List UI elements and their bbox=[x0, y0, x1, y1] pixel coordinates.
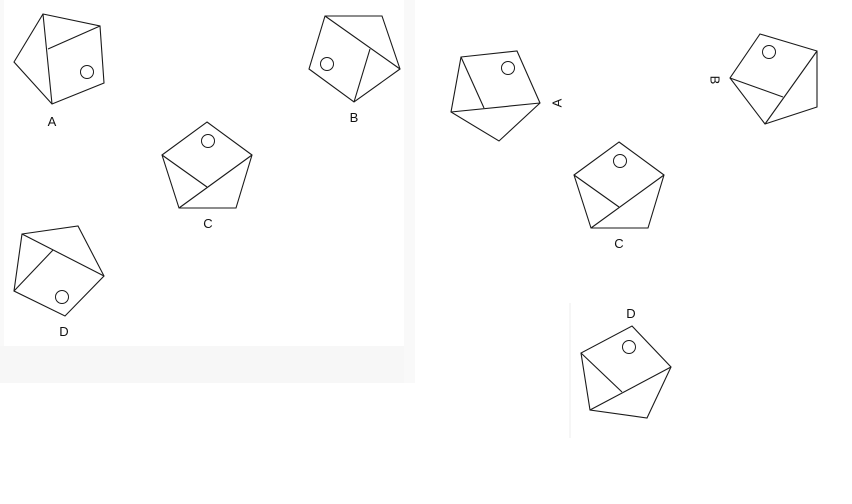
right-panel: A B C D bbox=[450, 33, 818, 419]
left-figure-c-label: C bbox=[203, 216, 212, 231]
left-panel-background bbox=[0, 0, 415, 383]
right-figure-b bbox=[729, 33, 818, 125]
circle-marker bbox=[201, 134, 215, 148]
circle-marker bbox=[55, 290, 69, 304]
pentagon-outline bbox=[450, 50, 541, 142]
circle-marker bbox=[622, 340, 636, 354]
inner-line bbox=[460, 56, 485, 109]
right-figure-d bbox=[580, 325, 672, 419]
right-figure-a-label: A bbox=[549, 98, 564, 107]
inner-line bbox=[47, 25, 101, 50]
pentagon-outline bbox=[13, 225, 105, 317]
inner-line bbox=[21, 233, 105, 277]
pentagon-outline bbox=[573, 141, 665, 229]
inner-line bbox=[573, 174, 620, 208]
circle-marker bbox=[80, 65, 94, 79]
circle-marker bbox=[320, 57, 334, 71]
left-figure-a-label: A bbox=[48, 114, 57, 129]
inner-line bbox=[353, 48, 371, 103]
pentagon-outline bbox=[308, 15, 401, 103]
inner-line bbox=[13, 249, 54, 292]
left-figure-d-label: D bbox=[59, 324, 68, 339]
pentagon-outline bbox=[729, 33, 818, 125]
right-figure-c-label: C bbox=[614, 236, 623, 251]
right-figure-b-label: B bbox=[708, 76, 723, 85]
inner-line bbox=[324, 15, 401, 70]
left-figure-a bbox=[13, 13, 105, 105]
left-figure-b bbox=[308, 15, 401, 103]
circle-marker bbox=[501, 61, 515, 75]
inner-line bbox=[161, 154, 208, 188]
inner-line bbox=[764, 50, 818, 125]
right-figure-a bbox=[450, 50, 541, 142]
left-figure-c bbox=[161, 121, 253, 209]
inner-line bbox=[589, 366, 672, 411]
left-panel: A B C D bbox=[13, 13, 401, 339]
right-figure-d-label: D bbox=[626, 306, 635, 321]
pentagon-outline bbox=[13, 13, 105, 105]
inner-line bbox=[729, 77, 784, 98]
inner-line bbox=[580, 352, 623, 393]
left-figure-d bbox=[13, 225, 105, 317]
pentagon-outline bbox=[580, 325, 672, 419]
pentagon-outline bbox=[161, 121, 253, 209]
inner-line bbox=[42, 13, 53, 105]
left-figure-b-label: B bbox=[350, 110, 359, 125]
inner-line bbox=[450, 102, 541, 113]
circle-marker bbox=[613, 154, 627, 168]
circle-marker bbox=[762, 45, 776, 59]
inner-line bbox=[590, 174, 665, 229]
right-figure-c bbox=[573, 141, 665, 229]
inner-line bbox=[178, 154, 253, 209]
